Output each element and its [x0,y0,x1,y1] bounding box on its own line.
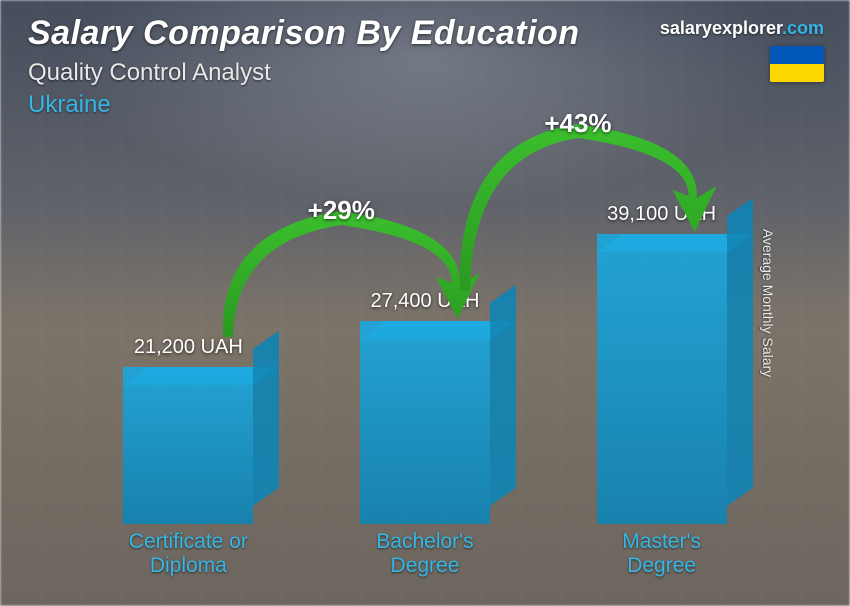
bar-side-face [727,198,753,506]
chart-title: Salary Comparison By Education [28,14,580,53]
bars-container: 21,200 UAH 27,400 UAH 39,100 UAH [70,130,780,524]
bar-side-face [253,331,279,506]
x-axis-labels: Certificate orDiploma Bachelor'sDegree Mas… [70,530,780,586]
chart-subtitle: Quality Control Analyst [28,59,580,87]
x-axis-label: Master'sDegree [572,530,752,586]
x-axis-label: Bachelor'sDegree [335,530,515,586]
chart-country: Ukraine [28,91,580,119]
bar-value-label: 27,400 UAH [371,290,480,313]
x-axis-label: Certificate orDiploma [98,530,278,586]
bar-front-face [123,367,253,524]
bar-side-face [490,285,516,506]
bar [597,234,727,524]
flag-bottom-stripe [770,64,824,82]
brand-suffix: .com [782,18,824,38]
bar-value-label: 39,100 UAH [607,203,716,226]
brand-name: salaryexplorer [660,18,782,38]
bar-group: 27,400 UAH [355,290,495,524]
bar-front-face [360,321,490,524]
bar [123,367,253,524]
header: Salary Comparison By Education Quality C… [28,14,580,119]
country-flag [770,46,824,82]
bar [360,321,490,524]
brand-logo: salaryexplorer.com [660,18,824,39]
bar-group: 39,100 UAH [592,203,732,524]
bar-value-label: 21,200 UAH [134,336,243,359]
bar-front-face [597,234,727,524]
bar-chart: 21,200 UAH 27,400 UAH 39,100 UAH Certifica… [70,130,780,586]
flag-top-stripe [770,46,824,64]
bar-group: 21,200 UAH [118,336,258,524]
